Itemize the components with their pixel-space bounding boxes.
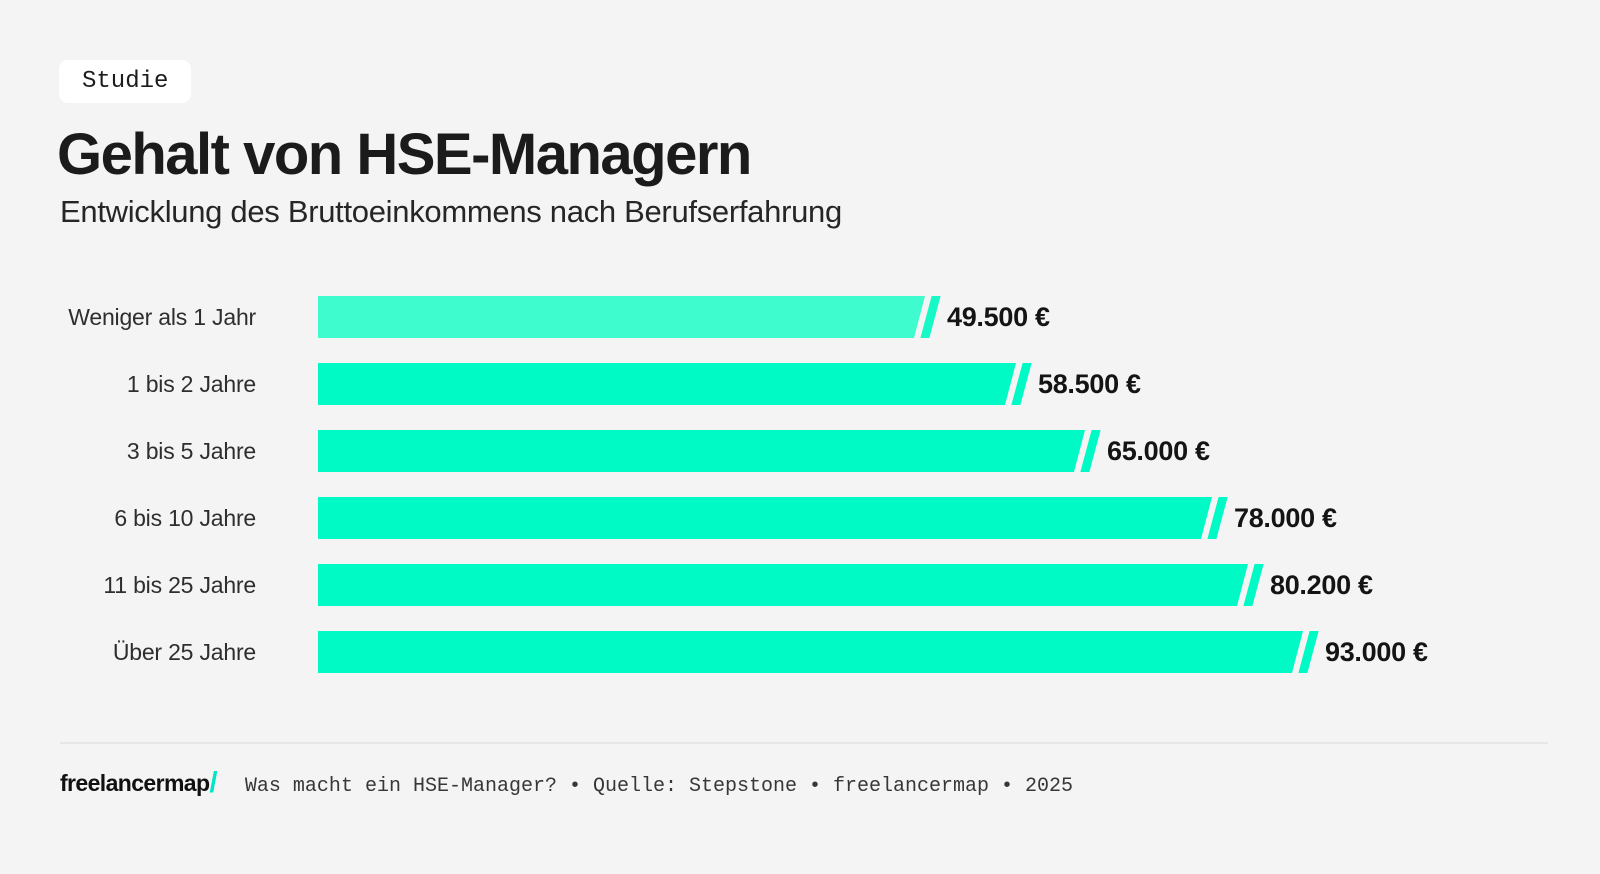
- bar-value: 93.000 €: [1325, 636, 1428, 667]
- bar-end-slash: [1080, 430, 1101, 472]
- logo-slash-icon: /: [209, 767, 217, 799]
- category-label: 11 bis 25 Jahre: [103, 571, 256, 598]
- logo-text: freelancermap: [60, 770, 210, 796]
- bar-end-slash: [1243, 564, 1264, 606]
- category-label: Weniger als 1 Jahr: [68, 303, 256, 330]
- page-title: Gehalt von HSE-Managern: [57, 122, 752, 187]
- category-label: 1 bis 2 Jahre: [126, 370, 256, 397]
- bar-value: 58.500 €: [1038, 368, 1141, 399]
- bar-end-slash: [920, 296, 941, 338]
- salary-bar-chart: Weniger als 1 Jahr 49.500 € 1 bis 2 Jahr…: [60, 296, 1550, 698]
- freelancermap-logo: freelancermap/: [60, 767, 218, 799]
- study-badge: Studie: [59, 60, 192, 103]
- bar-row: 6 bis 10 Jahre 78.000 €: [60, 497, 1550, 539]
- bar: [318, 363, 1016, 405]
- bar-end-slash: [1011, 363, 1032, 405]
- bar-value: 65.000 €: [1107, 435, 1210, 466]
- bar: [318, 296, 925, 338]
- bar-value: 80.200 €: [1270, 569, 1373, 600]
- bar-row: Weniger als 1 Jahr 49.500 €: [60, 296, 1550, 338]
- bar-row: 1 bis 2 Jahre 58.500 €: [60, 363, 1550, 405]
- bar: [318, 631, 1303, 673]
- bar: [318, 430, 1085, 472]
- bar-end-slash: [1207, 497, 1228, 539]
- footer: freelancermap/ Was macht ein HSE-Manager…: [60, 767, 1074, 799]
- bar: [318, 564, 1248, 606]
- bar-value: 49.500 €: [947, 301, 1050, 332]
- bar-row: Über 25 Jahre 93.000 €: [60, 631, 1550, 673]
- page-subtitle: Entwicklung des Bruttoeinkommens nach Be…: [60, 194, 842, 229]
- source-caption: Was macht ein HSE-Manager? • Quelle: Ste…: [244, 775, 1074, 798]
- bar-row: 3 bis 5 Jahre 65.000 €: [60, 430, 1550, 472]
- footer-divider: [60, 742, 1548, 744]
- category-label: 3 bis 5 Jahre: [126, 437, 256, 464]
- category-label: Über 25 Jahre: [112, 638, 256, 665]
- bar: [318, 497, 1212, 539]
- category-label: 6 bis 10 Jahre: [114, 504, 256, 531]
- bar-value: 78.000 €: [1234, 502, 1337, 533]
- bar-row: 11 bis 25 Jahre 80.200 €: [60, 564, 1550, 606]
- bar-end-slash: [1298, 631, 1319, 673]
